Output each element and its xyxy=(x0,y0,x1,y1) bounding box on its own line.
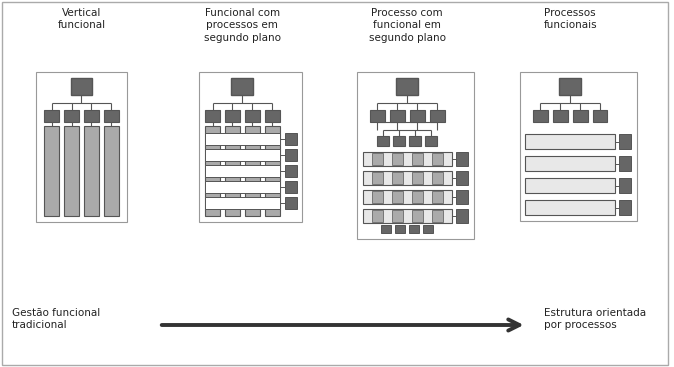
Bar xyxy=(619,200,631,215)
Bar xyxy=(36,72,127,222)
Bar xyxy=(370,110,385,122)
Bar xyxy=(284,181,297,193)
Bar xyxy=(372,191,383,203)
Bar xyxy=(392,191,402,203)
Bar xyxy=(456,171,468,185)
Bar xyxy=(619,156,631,171)
Bar xyxy=(284,197,297,209)
Bar xyxy=(592,110,607,122)
Bar xyxy=(412,153,423,165)
Text: Gestão funcional
tradicional: Gestão funcional tradicional xyxy=(12,308,100,330)
Bar xyxy=(377,136,390,146)
Bar xyxy=(425,136,437,146)
Bar xyxy=(423,225,433,233)
Bar xyxy=(205,197,280,209)
Bar xyxy=(71,78,92,95)
Bar xyxy=(84,110,99,122)
Text: Processos
funcionais: Processos funcionais xyxy=(543,8,597,30)
Bar xyxy=(245,126,259,216)
Bar xyxy=(409,225,419,233)
Bar xyxy=(429,110,445,122)
Text: Processo com
funcional em
segundo plano: Processo com funcional em segundo plano xyxy=(369,8,446,43)
Bar xyxy=(372,172,383,184)
Bar xyxy=(533,110,548,122)
Bar xyxy=(205,149,280,161)
Bar xyxy=(526,200,615,215)
Bar xyxy=(410,110,425,122)
Bar xyxy=(409,136,421,146)
Bar xyxy=(363,190,452,204)
Bar xyxy=(200,72,303,222)
Bar xyxy=(104,126,119,216)
Bar xyxy=(392,172,402,184)
Bar xyxy=(394,136,405,146)
Bar xyxy=(432,210,443,222)
Bar xyxy=(225,126,240,216)
Bar xyxy=(559,78,581,95)
Text: Vertical
funcional: Vertical funcional xyxy=(57,8,106,30)
Bar xyxy=(432,172,443,184)
Bar xyxy=(372,210,383,222)
Bar xyxy=(231,78,253,95)
Bar xyxy=(104,110,119,122)
Bar xyxy=(372,153,383,165)
Bar xyxy=(205,133,280,145)
Bar xyxy=(456,190,468,204)
Bar xyxy=(225,110,240,122)
Bar xyxy=(44,126,59,216)
Bar xyxy=(64,126,79,216)
Bar xyxy=(205,126,220,216)
Bar xyxy=(284,133,297,145)
Bar xyxy=(396,78,418,95)
Bar xyxy=(265,126,280,216)
Bar xyxy=(526,134,615,149)
Bar xyxy=(392,210,402,222)
Bar xyxy=(392,153,402,165)
Bar xyxy=(381,225,392,233)
Bar xyxy=(396,225,405,233)
Bar xyxy=(363,209,452,223)
Bar xyxy=(619,178,631,193)
Bar xyxy=(412,172,423,184)
Bar xyxy=(84,126,99,216)
Bar xyxy=(363,152,452,166)
Text: Estrutura orientada
por processos: Estrutura orientada por processos xyxy=(545,308,646,330)
Bar xyxy=(520,72,637,221)
Bar xyxy=(526,178,615,193)
Bar xyxy=(284,165,297,177)
Bar xyxy=(64,110,79,122)
Bar xyxy=(573,110,588,122)
Bar xyxy=(205,110,220,122)
Bar xyxy=(432,153,443,165)
Bar xyxy=(432,191,443,203)
Bar xyxy=(390,110,405,122)
Bar xyxy=(619,134,631,149)
Bar xyxy=(412,210,423,222)
Bar xyxy=(205,181,280,193)
Bar xyxy=(456,152,468,166)
Bar xyxy=(284,149,297,161)
Bar xyxy=(205,165,280,177)
Bar xyxy=(357,72,474,239)
Text: Funcional com
processos em
segundo plano: Funcional com processos em segundo plano xyxy=(204,8,281,43)
Bar xyxy=(526,156,615,171)
Bar xyxy=(245,110,259,122)
Bar xyxy=(553,110,568,122)
Bar xyxy=(412,191,423,203)
Bar xyxy=(265,110,280,122)
Bar xyxy=(363,171,452,185)
Bar xyxy=(44,110,59,122)
Bar xyxy=(456,209,468,223)
